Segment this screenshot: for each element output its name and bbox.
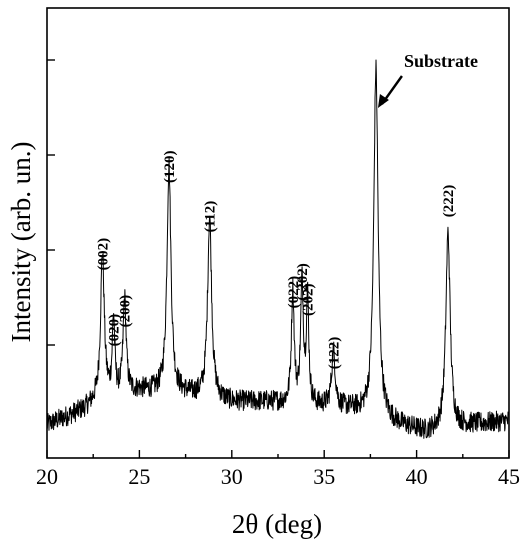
x-tick-label: 20 — [36, 464, 58, 489]
annotation-group: Substrate — [377, 51, 478, 108]
y-axis-title: Intensity (arb. un.) — [6, 142, 36, 343]
diffraction-trace — [46, 59, 510, 439]
peak-label: (200) — [118, 295, 134, 328]
plot-frame — [46, 7, 510, 459]
x-axis-title: 2θ (deg) — [232, 509, 322, 539]
peak-label: (002) — [95, 238, 111, 271]
x-tick-label: 30 — [221, 464, 243, 489]
peak-label: (122) — [326, 337, 342, 370]
peak-label: (120) — [162, 151, 178, 184]
peak-label: (022) — [286, 276, 302, 309]
x-tick-label: 45 — [498, 464, 520, 489]
x-tick-label: 25 — [128, 464, 150, 489]
x-tick-label: 40 — [406, 464, 428, 489]
peak-label: (112) — [203, 201, 219, 233]
diffraction-trace-group — [46, 59, 510, 439]
annotation-label: Substrate — [404, 51, 478, 71]
peak-label: (222) — [441, 185, 457, 218]
peak-label: (020) — [107, 314, 123, 347]
peak-labels-group: (002) (020)(200) (120) (112) (022)(-202)(202… — [95, 151, 457, 370]
peak-label: (-202) — [295, 263, 311, 301]
x-tick-label: 35 — [313, 464, 335, 489]
peak-label: (202) — [301, 284, 317, 317]
axes-group: 20 25 30 35 40 45 — [36, 7, 520, 489]
annotation-arrowhead — [377, 94, 389, 108]
